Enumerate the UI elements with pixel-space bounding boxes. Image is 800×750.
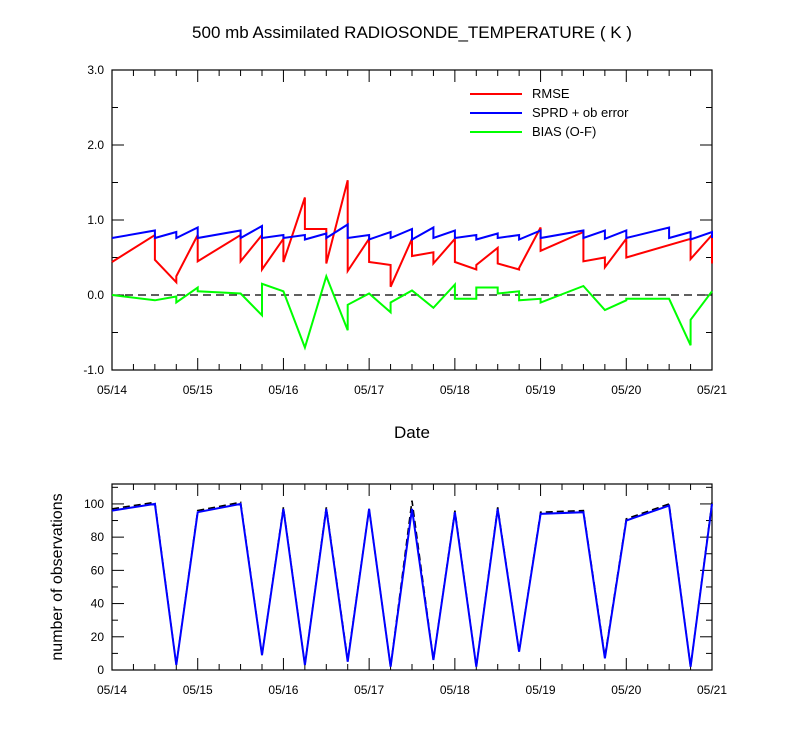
bottom-x-tick-label: 05/18 <box>440 683 470 697</box>
bottom-panel: 05/14 05/15 05/16 05/17 05/18 05/19 05/20 05/21… <box>84 483 727 697</box>
top-x-axis-label: Date <box>394 423 430 442</box>
bottom-x-tick-label: 05/19 <box>526 683 556 697</box>
bottom-x-tick-label: 05/17 <box>354 683 384 697</box>
bottom-x-tick-label: 05/15 <box>183 683 213 697</box>
bottom-y-tick-label: 100 <box>84 497 104 511</box>
bottom-x-tick-label: 05/14 <box>97 683 127 697</box>
chart-title: 500 mb Assimilated RADIOSONDE_TEMPERATUR… <box>192 23 632 42</box>
bottom-y-tick-label: 60 <box>91 563 105 577</box>
bottom-y-tick-label: 0 <box>97 663 104 677</box>
top-x-tick-label: 05/19 <box>526 383 556 397</box>
bottom-x-tick-label: 05/20 <box>611 683 641 697</box>
bottom-series-used-line <box>111 502 713 667</box>
top-y-tick-label: -1.0 <box>83 363 104 377</box>
top-x-tick-label: 05/18 <box>440 383 470 397</box>
top-x-tick-label: 05/20 <box>611 383 641 397</box>
top-x-tick-label: 05/21 <box>697 383 727 397</box>
top-y-tick-label: 1.0 <box>87 213 104 227</box>
bottom-x-tick-label: 05/21 <box>697 683 727 697</box>
top-x-tick-label: 05/17 <box>354 383 384 397</box>
top-series-bias-o-f-line <box>111 273 713 351</box>
bottom-y-tick-label: 80 <box>91 530 105 544</box>
legend-label: BIAS (O-F) <box>532 124 596 139</box>
top-x-tick-label: 05/16 <box>268 383 298 397</box>
bottom-y-axis-label: number of observations <box>49 493 66 660</box>
top-y-tick-label: 3.0 <box>87 63 104 77</box>
bottom-series-possible-line <box>111 500 713 667</box>
top-y-tick-label: 2.0 <box>87 138 104 152</box>
legend-label: SPRD + ob error <box>532 105 629 120</box>
bottom-x-tick-label: 05/16 <box>268 683 298 697</box>
top-x-tick-label: 05/15 <box>183 383 213 397</box>
bottom-y-tick-label: 20 <box>91 630 105 644</box>
top-series-sprd-ob-error-line <box>111 222 713 242</box>
bottom-y-tick-label: 40 <box>91 597 105 611</box>
top-x-tick-label: 05/14 <box>97 383 127 397</box>
top-y-tick-label: 0.0 <box>87 288 104 302</box>
legend-label: RMSE <box>532 86 570 101</box>
top-panel: 05/14 05/15 05/16 05/17 05/18 05/19 05/20 05/21… <box>83 63 727 397</box>
